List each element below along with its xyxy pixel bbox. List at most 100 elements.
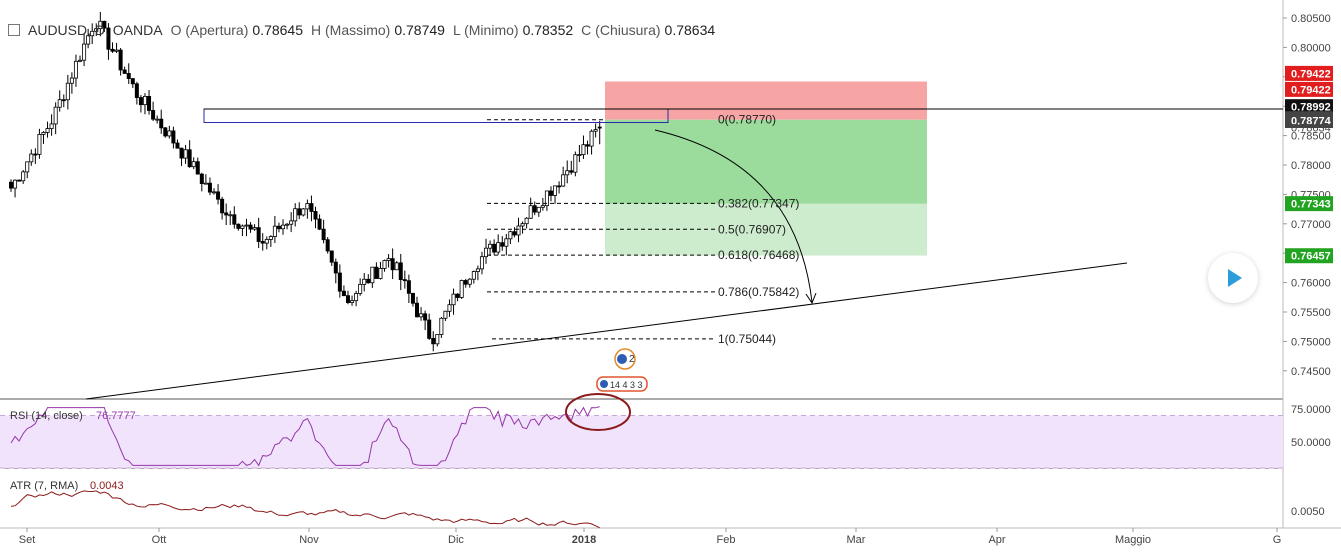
candle xyxy=(358,278,363,296)
candle xyxy=(94,23,99,37)
candle xyxy=(78,55,83,63)
candle xyxy=(463,278,468,288)
atr-title: ATR (7, RMA) xyxy=(10,480,78,492)
atr-pane[interactable]: ATR (7, RMA) 0.0043 0.0050 xyxy=(10,480,1325,529)
time-tick-label: Maggio xyxy=(1115,534,1151,546)
events-sub: 14 4 3 3 xyxy=(610,380,643,390)
price-tick-label: 0.78500 xyxy=(1291,131,1331,143)
candle xyxy=(528,197,533,219)
time-tick-label: Mar xyxy=(847,534,866,546)
low-value: 0.78352 xyxy=(522,22,574,38)
price-label-tag xyxy=(1285,81,1333,97)
candle xyxy=(151,101,156,122)
fib-level-label: 0(0.78770) xyxy=(718,113,776,127)
candle xyxy=(593,123,598,138)
candle xyxy=(37,128,42,159)
candle xyxy=(524,217,529,229)
candle xyxy=(195,157,200,175)
candle xyxy=(224,203,229,226)
candle xyxy=(134,81,139,105)
position-zones[interactable] xyxy=(605,81,927,256)
time-tick-label: Dic xyxy=(448,534,464,546)
candle xyxy=(471,270,476,284)
low-label: L (Minimo) xyxy=(452,22,519,38)
rsi-value: 76.7777 xyxy=(96,410,136,422)
price-axis[interactable]: 0.805000.800000.795000.790000.785000.780… xyxy=(1283,13,1333,378)
candle xyxy=(207,177,212,196)
price-label-tag xyxy=(1285,248,1333,264)
candle xyxy=(321,219,326,244)
fib-level-label: 0.618(0.76468) xyxy=(718,248,799,262)
candle xyxy=(276,222,281,233)
candle xyxy=(354,290,359,307)
candle xyxy=(516,217,521,243)
candle xyxy=(455,293,460,302)
candle xyxy=(475,265,480,281)
candle xyxy=(216,184,221,205)
atr-line xyxy=(10,490,600,529)
time-tick-label: Nov xyxy=(299,534,319,546)
candle xyxy=(17,179,22,182)
candle xyxy=(585,140,590,155)
candle xyxy=(155,115,160,124)
candle xyxy=(317,214,322,231)
candle xyxy=(65,74,70,110)
rsi-band xyxy=(0,415,1283,468)
fibonacci-levels[interactable]: 0(0.78770) 0.382(0.77347) 0.5(0.76907) 0.61… xyxy=(487,113,799,346)
time-tick-label: 2018 xyxy=(572,534,596,546)
candle xyxy=(309,195,314,222)
candle xyxy=(236,223,241,231)
candle xyxy=(548,186,553,202)
price-label: 0.79422 xyxy=(1291,68,1331,80)
candle xyxy=(484,238,489,264)
price-label-tag xyxy=(1285,112,1333,128)
rsi-pane[interactable]: RSI (14, close) 76.7777 75.0000 50.0000 xyxy=(0,393,1331,469)
price-label-tag xyxy=(1285,99,1333,115)
candle xyxy=(581,135,586,159)
candle xyxy=(386,254,391,268)
candle xyxy=(25,161,30,179)
rsi-title: RSI (14, close) xyxy=(10,410,83,422)
stop-loss-zone xyxy=(605,81,927,120)
price-tick-label: 0.77000 xyxy=(1291,219,1331,231)
candle xyxy=(325,237,330,254)
price-label: 0.79422 xyxy=(1291,84,1331,96)
price-tick-label: 0.76000 xyxy=(1291,278,1331,290)
candle xyxy=(73,54,78,87)
collapse-icon[interactable] xyxy=(8,24,20,36)
symbol-name: AUDUSD, D, OANDA xyxy=(28,22,163,38)
price-tick-label: 0.78000 xyxy=(1291,160,1331,172)
candle xyxy=(159,109,164,134)
candle xyxy=(252,224,257,231)
close-label: C (Chiusura) xyxy=(581,22,661,38)
economic-events-icon[interactable]: 2 14 4 3 3 xyxy=(596,348,648,392)
candle xyxy=(305,199,310,219)
price-tick-label: 0.80500 xyxy=(1291,13,1331,25)
candlestick-series xyxy=(8,11,602,352)
candle xyxy=(488,240,493,257)
trend-line xyxy=(85,262,1128,400)
candle xyxy=(69,72,74,94)
resistance-box xyxy=(203,108,669,123)
candle xyxy=(293,203,298,227)
candle xyxy=(573,151,578,177)
symbol-legend: AUDUSD, D, OANDA O (Apertura) 0.78645 H … xyxy=(8,22,715,38)
drawings[interactable] xyxy=(85,108,1283,400)
time-tick-label: Set xyxy=(19,534,36,546)
play-button[interactable] xyxy=(1208,253,1258,303)
time-axis[interactable]: Set Ott Nov Dic 2018 Feb Mar Apr Maggio G xyxy=(19,528,1282,546)
candle xyxy=(53,102,58,135)
rsi-tick-label: 50.0000 xyxy=(1291,437,1331,449)
candle xyxy=(102,20,107,32)
candle xyxy=(248,222,253,233)
candle xyxy=(98,11,103,37)
candle xyxy=(260,233,265,251)
candle xyxy=(597,120,602,145)
candle xyxy=(297,202,302,220)
flag-icon xyxy=(600,380,608,388)
candle xyxy=(211,188,216,195)
candle xyxy=(191,157,196,170)
candle xyxy=(61,94,66,108)
flag-icon xyxy=(617,354,627,364)
